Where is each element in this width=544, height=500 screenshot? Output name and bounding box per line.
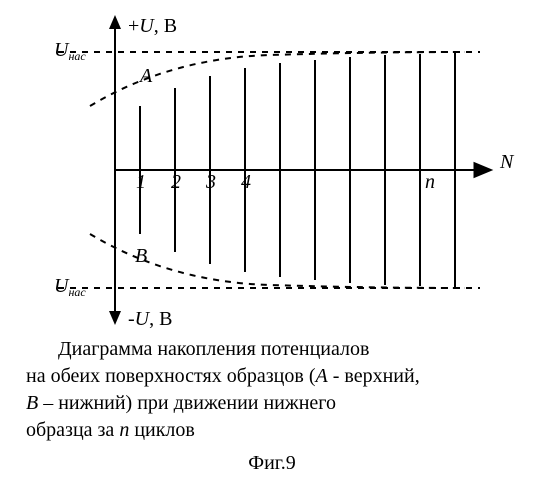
svg-text:N: N [499,151,515,173]
caption-A: A [316,365,328,387]
svg-text:+U, В: +U, В [128,15,177,37]
svg-text:4: 4 [241,171,251,193]
caption-line4b: циклов [129,419,195,441]
svg-text:Uнас: Uнас [54,39,86,63]
svg-text:3: 3 [205,171,216,193]
figure-wrapper: N +U, В -U, В Uнас Uнас A B 1 2 3 4 n Диаграмма нак… [0,0,544,500]
svg-text:B: B [135,245,147,267]
svg-text:1: 1 [136,171,146,193]
svg-text:-U, В: -U, В [128,308,172,330]
caption-line2b: - верхний, [328,365,420,387]
caption-B: B [26,392,38,414]
caption-line4a: образца за [26,419,119,441]
caption-line2a: на обеих поверхностях образцов ( [26,365,316,387]
svg-text:n: n [425,171,435,193]
caption-n: n [119,419,129,441]
svg-text:Uнас: Uнас [54,275,86,299]
svg-text:2: 2 [171,171,181,193]
caption-line3: – нижний) при движении нижнего [38,392,336,414]
figure-caption: Диаграмма накопления потенциалов на обеи… [20,330,524,444]
chart-diagram: N +U, В -U, В Uнас Uнас A B 1 2 3 4 n [20,10,520,330]
figure-label: Фиг.9 [20,452,524,475]
svg-text:A: A [138,65,153,87]
caption-line1: Диаграмма накопления потенциалов [26,336,369,363]
